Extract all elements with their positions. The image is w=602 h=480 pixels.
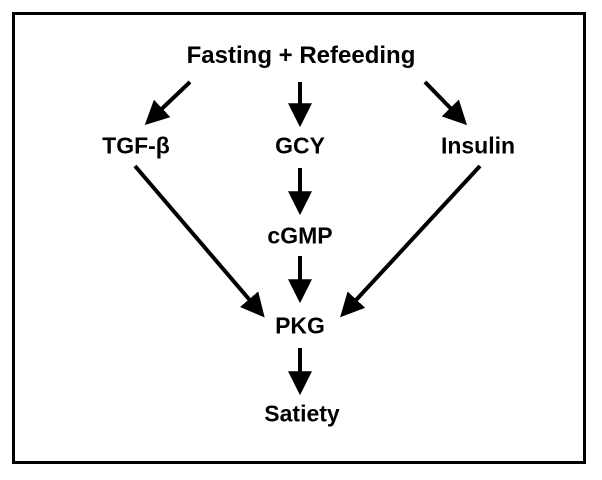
arrow-insulin-to-pkg [340, 164, 482, 318]
node-pkg: PKG [275, 312, 325, 339]
arrow-fasting-to-tgfb [144, 80, 192, 125]
arrow-fasting-to-insulin [423, 80, 468, 126]
node-insulin: Insulin [440, 132, 516, 159]
arrow-tgfb-to-pkg [133, 164, 265, 318]
node-fasting-refeeding: Fasting + Refeeding [186, 42, 416, 69]
node-tgf-beta: TGF-β [102, 132, 170, 159]
node-cgmp: cGMP [267, 222, 333, 249]
node-gcy: GCY [275, 132, 325, 159]
node-satiety: Satiety [264, 400, 340, 427]
node-tgf-label: TGF- [102, 132, 156, 159]
beta-symbol: β [155, 132, 170, 159]
